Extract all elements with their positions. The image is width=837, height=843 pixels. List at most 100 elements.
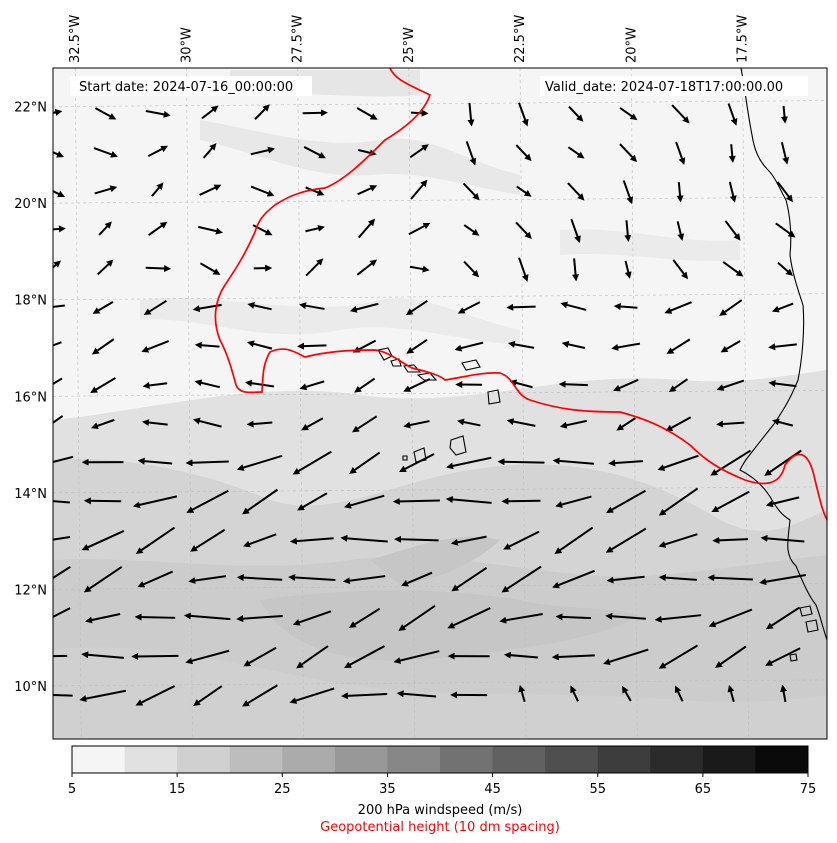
island-coast — [805, 619, 819, 633]
wind-arrow — [145, 110, 171, 118]
start-date-box — [70, 76, 312, 96]
wind-arrow — [570, 218, 581, 244]
wind-arrow — [193, 685, 223, 706]
wind-arrow — [676, 221, 685, 241]
wind-arrow — [90, 377, 116, 394]
header-dates: Start date: 2024-07-16_00:00:00 Valid_da… — [70, 76, 808, 96]
wind-arrow — [781, 105, 789, 124]
colorbar-sublabel: Geopotential height (10 dm spacing) — [320, 820, 560, 835]
wind-arrow — [250, 185, 275, 197]
wind-arrow — [186, 489, 229, 513]
wind-arrow — [622, 180, 634, 205]
wind-arrow — [776, 181, 793, 203]
wind-arrow — [664, 301, 692, 314]
wind-arrow — [252, 224, 273, 236]
wind-arrow — [765, 606, 801, 630]
wind-arrow — [393, 650, 440, 664]
latitude-label: 18°N — [14, 294, 47, 309]
wind-arrow — [141, 340, 170, 353]
wind-arrow — [558, 380, 588, 388]
wind-arrow — [53, 694, 73, 697]
wind-arrow — [674, 685, 684, 702]
wind-arrow — [616, 417, 636, 431]
colorbar-tick-label: 55 — [589, 782, 606, 797]
longitude-label: 17.5°W — [735, 15, 750, 63]
wind-arrow — [305, 258, 324, 277]
wind-arrow — [654, 614, 702, 623]
wind-arrow — [506, 303, 536, 311]
colorbar-ticks: 5 15 25 35 45 55 65 75 — [68, 773, 816, 797]
wind-arrow — [605, 527, 647, 553]
wind-arrow — [296, 645, 329, 669]
wind-arrow — [406, 339, 428, 354]
wind-arrow — [194, 379, 221, 389]
wind-arrow — [53, 607, 71, 619]
wind-arrow — [728, 181, 737, 203]
wind-arrow — [552, 457, 595, 465]
wind-arrow — [53, 189, 65, 198]
geopotential-contour — [214, 68, 827, 521]
wind-arrow — [135, 685, 176, 706]
longitude-label: 22.5°W — [513, 15, 528, 63]
meridian-line — [519, 68, 527, 739]
wind-arrow — [142, 419, 168, 427]
wind-arrow — [148, 221, 168, 236]
colorbar-cell — [229, 746, 283, 773]
meridian-line — [297, 68, 304, 739]
valid-date: Valid_date: 2024-07-18T17:00:00.00 — [545, 80, 783, 95]
wind-arrow — [611, 342, 641, 351]
latitude-label: 16°N — [14, 390, 47, 405]
wind-arrow — [451, 566, 488, 592]
wind-arrow — [515, 144, 532, 162]
wind-arrow — [305, 224, 325, 233]
wind-arrow — [624, 220, 632, 242]
meridian-line — [408, 68, 416, 739]
wind-arrow — [409, 144, 429, 159]
colorbar-tick-label: 35 — [379, 782, 396, 797]
wind-arrow — [711, 490, 750, 513]
wind-arrow — [254, 104, 270, 120]
colorbar-cell — [387, 746, 441, 773]
wind-arrow — [613, 303, 638, 310]
wind-arrow — [463, 260, 480, 278]
wind-arrow — [92, 301, 114, 314]
wind-arrow — [760, 534, 805, 543]
colorbar-tick-label: 45 — [484, 782, 501, 797]
wind-arrow — [780, 142, 790, 165]
wind-arrow — [606, 489, 646, 513]
wind-arrow — [354, 377, 376, 393]
wind-arrow — [53, 304, 65, 308]
latitude-label: 20°N — [14, 197, 47, 212]
wind-arrow — [53, 654, 68, 658]
wind-arrow — [555, 613, 592, 621]
wind-arrow — [622, 685, 632, 702]
africa-coastline — [739, 68, 827, 641]
wind-arrow — [301, 417, 324, 431]
wind-arrow — [53, 151, 64, 158]
wind-arrow — [559, 419, 587, 429]
wind-arrow — [247, 340, 273, 350]
latitude-label: 10°N — [14, 680, 47, 695]
wind-arrow — [722, 261, 744, 277]
wind-arrow — [551, 653, 595, 661]
wind-arrow — [708, 608, 753, 628]
wind-arrow — [147, 145, 169, 158]
wind-arrow — [672, 259, 689, 280]
wind-arrow — [499, 612, 543, 624]
wind-arrow — [134, 613, 176, 621]
island-coast — [487, 389, 501, 405]
wind-arrow — [507, 340, 535, 349]
colorbar-label: 200 hPa windspeed (m/s) — [358, 803, 523, 818]
wind-arrow — [399, 453, 435, 472]
latitude-labels: 22°N 20°N 18°N 16°N 14°N 12°N 10°N — [14, 101, 47, 695]
wind-arrow — [357, 185, 378, 196]
colorbar-tick-label: 75 — [800, 782, 817, 797]
wind-arrow — [780, 684, 788, 703]
wind-arrow — [768, 343, 797, 351]
wind-arrow — [501, 565, 542, 593]
wind-arrow — [83, 565, 123, 593]
wind-arrow — [572, 258, 580, 282]
wind-arrow — [518, 684, 526, 703]
map-area — [53, 68, 827, 739]
wind-arrow — [515, 221, 532, 240]
